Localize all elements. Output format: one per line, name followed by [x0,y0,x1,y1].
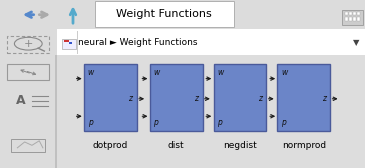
Bar [0,0,57,168]
Bar [357,12,360,15]
Text: p: p [281,118,286,127]
Bar [77,31,78,54]
Text: w: w [153,68,160,77]
Text: dotprod: dotprod [93,141,128,150]
Text: w: w [217,68,223,77]
Text: z: z [322,94,326,103]
Bar [57,29,365,55]
FancyBboxPatch shape [277,64,330,131]
Bar [0,0,365,29]
Text: z: z [194,94,198,103]
Text: p: p [88,118,92,127]
Text: p: p [217,118,222,127]
Text: z: z [258,94,262,103]
FancyBboxPatch shape [95,1,234,27]
Text: neural ► Weight Functions: neural ► Weight Functions [78,38,198,47]
Text: Weight Functions: Weight Functions [116,9,212,19]
Text: normprod: normprod [282,141,326,150]
Text: +: + [24,39,33,49]
Text: negdist: negdist [223,141,257,150]
FancyBboxPatch shape [62,39,76,50]
Text: z: z [128,94,132,103]
FancyBboxPatch shape [84,64,137,131]
Bar [55,55,57,168]
Text: A: A [16,94,26,107]
Bar [353,12,356,15]
FancyBboxPatch shape [214,64,266,131]
FancyBboxPatch shape [150,64,203,131]
Text: dist: dist [168,141,184,150]
Bar [353,17,356,21]
Bar [69,43,72,44]
Bar [345,12,348,15]
Text: w: w [88,68,94,77]
Text: w: w [281,68,287,77]
Bar [345,17,348,21]
Bar [357,17,360,21]
FancyBboxPatch shape [342,10,363,25]
Bar [349,17,352,21]
Text: p: p [153,118,158,127]
Bar [57,55,365,168]
Bar [349,12,352,15]
Text: ▼: ▼ [353,38,359,47]
Bar [64,40,69,42]
